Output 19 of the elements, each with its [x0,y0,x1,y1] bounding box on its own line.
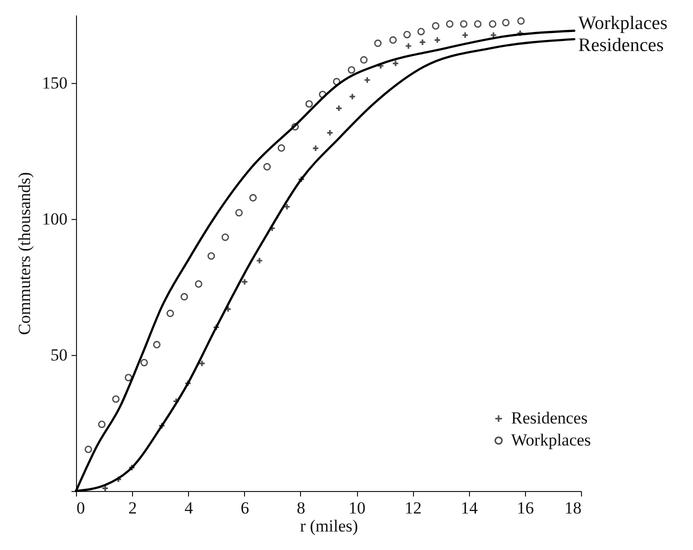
legend-label: Workplaces [511,430,591,450]
x-tick-label: 8 [296,498,306,518]
x-tick-label: 2 [128,498,137,518]
x-tick-label: 4 [184,498,194,518]
x-tick-label: 14 [460,498,478,518]
legend-label: Residences [511,408,588,428]
y-tick-label: 50 [50,346,68,364]
x-tick-label: 10 [348,498,366,518]
x-tick-label: 12 [404,498,422,518]
x-axis-title: r (miles) [300,516,358,536]
x-tick-label: 16 [516,498,534,518]
series-label: Workplaces [578,12,668,34]
x-tick-label: 0 [76,498,85,518]
x-tick-label: 6 [240,498,250,518]
y-axis-title: Commuters (thousands) [15,172,34,335]
y-tick-label: 100 [42,210,68,228]
series-label: Residences [578,35,664,56]
x-tick-label: 18 [564,498,582,518]
y-tick-label: 150 [42,74,68,92]
